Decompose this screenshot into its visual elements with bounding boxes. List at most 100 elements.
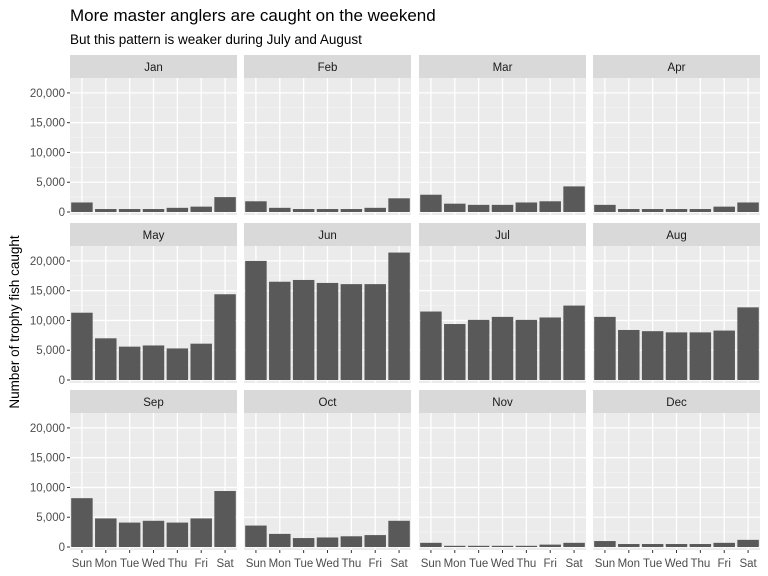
bar-jan-wed	[142, 209, 165, 212]
bar-apr-sat	[737, 202, 759, 212]
facet-strip-nov	[419, 390, 586, 413]
bar-dec-fri	[713, 542, 735, 547]
bar-aug-wed	[665, 332, 688, 380]
bar-apr-tue	[641, 209, 664, 212]
bar-oct-sun	[245, 525, 267, 547]
x-tick-label: Tue	[294, 558, 313, 570]
bar-sep-mon	[95, 518, 117, 547]
facet-label-jan: Jan	[144, 62, 163, 74]
x-tick-label: Sun	[246, 558, 266, 570]
facet-label-feb: Feb	[318, 62, 338, 74]
facet-strip-may	[70, 223, 237, 246]
facet-label-nov: Nov	[492, 397, 513, 409]
bar-nov-mon	[444, 545, 466, 547]
bar-dec-sun	[594, 541, 616, 547]
y-tick-label: 5,000	[36, 512, 65, 524]
x-tick-label: Thu	[516, 558, 536, 570]
bar-nov-fri	[539, 544, 561, 547]
bar-sep-tue	[118, 522, 141, 547]
bar-may-thu	[166, 348, 189, 380]
bar-jun-tue	[292, 279, 315, 380]
bar-oct-tue	[292, 538, 315, 547]
bar-jun-wed	[316, 282, 339, 380]
bar-jun-sun	[245, 260, 267, 380]
bar-may-sun	[71, 312, 93, 380]
bar-nov-sat	[563, 542, 585, 547]
x-tick-label: Wed	[665, 558, 688, 570]
facet-label-aug: Aug	[666, 230, 686, 242]
bar-dec-mon	[618, 544, 640, 547]
x-tick-label: Fri	[544, 558, 557, 570]
facet-label-jul: Jul	[495, 230, 510, 242]
bar-mar-sun	[420, 194, 442, 212]
bar-oct-mon	[269, 533, 291, 547]
bar-jan-sun	[71, 202, 93, 212]
facet-strip-dec	[593, 390, 760, 413]
bar-mar-fri	[539, 201, 561, 212]
bar-mar-sat	[563, 186, 585, 212]
facet-strip-sep	[70, 390, 237, 413]
x-tick-label: Fri	[718, 558, 731, 570]
y-tick-label: 10,000	[30, 147, 65, 159]
bar-mar-thu	[515, 202, 538, 212]
bar-jul-mon	[444, 324, 466, 380]
y-tick-label: 0	[59, 207, 65, 219]
bar-feb-sun	[245, 201, 267, 212]
x-tick-label: Sat	[390, 558, 408, 570]
bar-jan-fri	[190, 206, 212, 212]
bar-dec-thu	[689, 544, 712, 547]
bar-may-tue	[118, 346, 141, 380]
x-tick-label: Sat	[216, 558, 234, 570]
bar-oct-thu	[340, 536, 363, 547]
bar-jul-sun	[420, 311, 442, 380]
bar-jan-tue	[118, 209, 141, 212]
facet-label-oct: Oct	[319, 397, 338, 409]
facet-strip-jun	[244, 223, 411, 246]
bar-aug-sun	[594, 316, 616, 380]
bar-sep-fri	[190, 518, 212, 547]
facet-label-apr: Apr	[668, 62, 686, 74]
bar-feb-fri	[364, 207, 386, 212]
bar-oct-fri	[364, 535, 386, 547]
x-tick-label: Sun	[595, 558, 615, 570]
y-tick-label: 5,000	[36, 345, 65, 357]
facet-strip-apr	[593, 55, 760, 78]
bar-apr-fri	[713, 206, 735, 212]
bar-feb-sat	[388, 198, 410, 212]
bar-jan-sat	[214, 197, 236, 212]
bar-may-mon	[95, 338, 117, 380]
bar-sep-sat	[214, 491, 236, 547]
bar-nov-thu	[515, 545, 538, 547]
facet-label-sep: Sep	[143, 397, 163, 409]
bar-may-sat	[214, 294, 236, 380]
bar-dec-wed	[665, 544, 688, 547]
bar-mar-tue	[467, 204, 490, 212]
bar-mar-wed	[491, 204, 514, 212]
chart-title: More master anglers are caught on the we…	[70, 6, 436, 25]
bar-jul-tue	[467, 319, 490, 380]
x-tick-label: Tue	[120, 558, 139, 570]
x-tick-label: Wed	[491, 558, 514, 570]
facet-label-may: May	[143, 230, 165, 242]
x-tick-label: Mon	[444, 558, 466, 570]
x-tick-label: Wed	[142, 558, 165, 570]
x-tick-label: Thu	[690, 558, 710, 570]
bar-apr-mon	[618, 209, 640, 212]
facet-strip-oct	[244, 390, 411, 413]
bar-jul-wed	[491, 316, 514, 380]
x-tick-label: Thu	[341, 558, 361, 570]
bar-may-wed	[142, 345, 165, 380]
y-tick-label: 0	[59, 542, 65, 554]
bar-apr-sun	[594, 204, 616, 212]
x-tick-label: Mon	[618, 558, 640, 570]
bar-feb-wed	[316, 209, 339, 212]
bar-jun-fri	[364, 284, 386, 380]
y-axis-label: Number of trophy fish caught	[7, 235, 22, 409]
facet-label-dec: Dec	[666, 397, 687, 409]
bar-jan-mon	[95, 209, 117, 212]
x-tick-label: Sat	[739, 558, 757, 570]
bar-jun-sat	[388, 252, 410, 380]
x-tick-label: Fri	[369, 558, 382, 570]
bar-aug-thu	[689, 332, 712, 380]
